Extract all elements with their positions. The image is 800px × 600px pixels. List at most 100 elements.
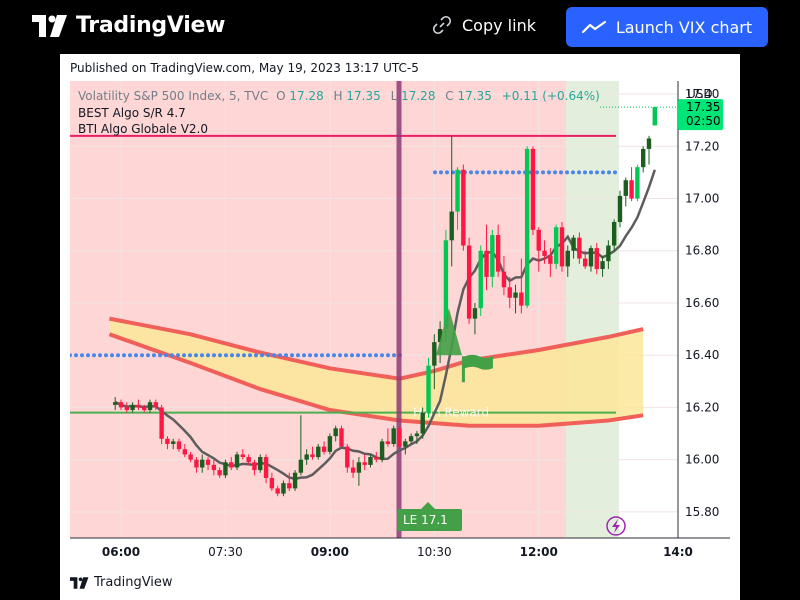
brand-name: TradingView (76, 13, 226, 38)
price-tick-label: 16.20 (685, 400, 719, 414)
copy-link-label: Copy link (462, 15, 536, 35)
price-tick-label: 17.40 (685, 87, 719, 101)
candle (304, 449, 309, 465)
candle (478, 245, 483, 317)
candle (461, 164, 466, 251)
legend-l-value: 17.28 (401, 89, 435, 103)
footer-brand: TradingView (94, 575, 173, 590)
candle (159, 404, 164, 444)
candle (374, 451, 379, 463)
candle (258, 454, 263, 473)
candle (240, 449, 246, 460)
candle (263, 454, 269, 484)
candle (623, 177, 628, 207)
candle (414, 430, 420, 444)
candle (397, 425, 402, 452)
candle (188, 451, 193, 463)
candle (617, 190, 623, 228)
candle (310, 446, 315, 460)
candle (582, 250, 588, 270)
launch-chart-label: Launch VIX chart (615, 17, 753, 37)
candle (553, 224, 559, 270)
candle (327, 433, 333, 455)
candle (298, 415, 304, 476)
candle (292, 470, 298, 491)
candle (391, 425, 396, 447)
candle (571, 235, 576, 259)
tradingview-logo-icon (32, 14, 67, 37)
copy-link-button[interactable]: Copy link (432, 15, 536, 35)
pane-background (70, 81, 678, 538)
candle (182, 443, 188, 458)
price-axis[interactable]: USD 15.80 16.00 16.20 16.40 16.60 16.80 17.00 1… (677, 81, 730, 538)
indicator-1-label: BEST Algo S/R 4.7 (78, 106, 186, 120)
last-price-badge (678, 99, 723, 131)
tradingview-logo[interactable]: TradingView (32, 13, 225, 38)
candle (321, 441, 327, 455)
time-tick-label: 09:00 (311, 545, 349, 559)
candle (559, 222, 565, 272)
candle (490, 229, 495, 288)
band-upper-line (109, 316, 644, 381)
countdown-value: 02:50 (686, 114, 721, 128)
candle (124, 402, 130, 413)
candle (640, 146, 646, 173)
candle (513, 284, 518, 314)
candle (176, 438, 182, 452)
candle (646, 135, 652, 165)
top-bar: TradingView Copy link Launch VIX chart (0, 0, 800, 54)
tradingview-footer-icon (70, 576, 89, 589)
price-tick-label: 16.00 (685, 453, 719, 467)
candle (600, 255, 605, 277)
price-tick-label: 16.40 (685, 348, 719, 362)
legend-o-value: 17.28 (289, 89, 323, 103)
band-fill (109, 318, 644, 426)
candle (339, 425, 344, 450)
legend-c-label: C (445, 89, 453, 103)
lightning-icon[interactable] (606, 516, 626, 536)
candle (333, 425, 338, 442)
candle (577, 232, 582, 264)
price-tick-label: 16.80 (685, 244, 719, 258)
session-divider (396, 81, 402, 538)
footer-logo[interactable]: TradingView (70, 575, 173, 590)
candle (588, 245, 594, 272)
chart-card: Published on TradingView.com, May 19, 20… (60, 54, 740, 600)
candle (200, 454, 205, 473)
candle (165, 436, 170, 450)
candle (118, 399, 124, 411)
candle (466, 237, 472, 324)
candle (408, 433, 414, 444)
price-tick-label: 17.00 (685, 192, 719, 206)
candle (379, 438, 385, 463)
candle (542, 240, 547, 264)
last-price-value: 17.35 (686, 100, 720, 114)
entry-label: LE 17.1 (403, 513, 448, 527)
candle (112, 396, 118, 411)
candle (629, 167, 634, 202)
background-green-zone (566, 81, 619, 538)
time-axis[interactable]: 06:00 07:30 09:00 10:30 12:00 14:0 (70, 537, 730, 566)
candle (350, 459, 356, 478)
candle (356, 457, 362, 486)
launch-chart-button[interactable]: Launch VIX chart (566, 7, 768, 47)
candle (507, 276, 512, 309)
chart-canvas[interactable]: High Reward Volatility S&P 500 Index, 5,… (60, 54, 740, 600)
candle (229, 457, 234, 471)
price-tick-label: 16.60 (685, 296, 719, 310)
band-lower-line (108, 332, 644, 428)
candle (635, 164, 640, 202)
candle (403, 438, 408, 455)
candle (153, 399, 159, 411)
candle (501, 255, 507, 296)
entry-marker: LE 17.1 (397, 502, 462, 531)
candle (194, 457, 199, 473)
price-tick-label: 17.20 (685, 139, 719, 153)
candle (449, 135, 454, 267)
legend-l-label: L (391, 89, 398, 103)
time-tick-label: 06:00 (102, 545, 140, 559)
candle (345, 443, 350, 473)
legend-o-label: O (276, 89, 285, 103)
candle (455, 167, 460, 230)
candle (594, 242, 599, 275)
